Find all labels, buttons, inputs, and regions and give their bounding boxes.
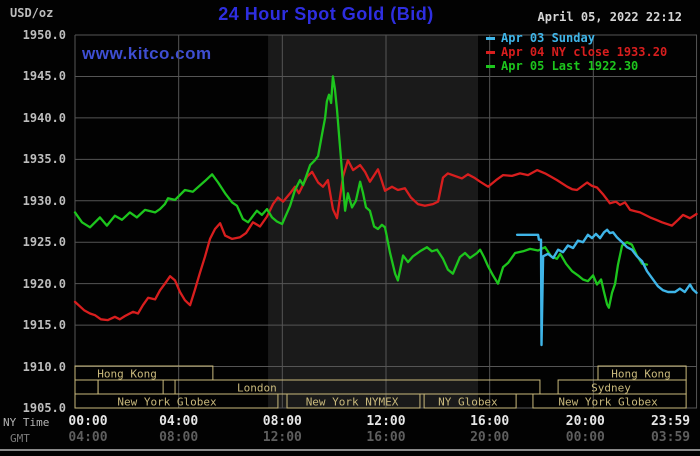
x-tick-gmt: 03:59 bbox=[650, 430, 691, 445]
session-label: New York Globex bbox=[558, 396, 658, 409]
session-label: London bbox=[237, 382, 277, 395]
y-tick-label: 1945.0 bbox=[22, 69, 66, 84]
legend-label: Apr 03 Sunday bbox=[501, 31, 595, 45]
legend-dash-icon bbox=[486, 64, 495, 68]
y-tick-label: 1915.0 bbox=[22, 318, 66, 333]
session-label: Sydney bbox=[591, 382, 631, 395]
x-tick-ny-time: 23:59 bbox=[650, 414, 691, 429]
x-tick-gmt: 12:00 bbox=[262, 430, 302, 445]
timestamp: April 05, 2022 22:12 bbox=[537, 10, 683, 24]
x-tick-ny-time: 04:00 bbox=[159, 414, 199, 429]
y-tick-label: 1930.0 bbox=[22, 193, 66, 208]
session-label: New York NYMEX bbox=[306, 396, 399, 409]
session-box bbox=[97, 379, 164, 395]
legend-dash-icon bbox=[486, 36, 495, 40]
session-box bbox=[532, 393, 687, 409]
legend-item: Apr 05 Last 1922.30 bbox=[486, 59, 667, 73]
x-tick-gmt: 20:00 bbox=[470, 430, 510, 445]
bottom-divider bbox=[0, 449, 700, 451]
y-tick-label: 1920.0 bbox=[22, 276, 66, 291]
session-label: Hong Kong bbox=[97, 368, 157, 381]
y-tick-label: 1905.0 bbox=[22, 401, 66, 415]
x-tick-ny-time: 12:00 bbox=[366, 414, 406, 429]
y-tick-label: 1910.0 bbox=[22, 359, 66, 374]
x-tick-ny-time: 08:00 bbox=[262, 414, 302, 429]
y-tick-label: 1925.0 bbox=[22, 235, 66, 250]
series-line-0 bbox=[515, 228, 698, 347]
x-tick-gmt: 00:00 bbox=[565, 430, 605, 445]
session-label: New York Globex bbox=[117, 396, 217, 409]
x-tick-ny-time: 00:00 bbox=[68, 414, 108, 429]
ny-time-axis-label: NY Time bbox=[3, 416, 50, 429]
session-label: NY Globex bbox=[438, 396, 498, 409]
page-title: 24 Hour Spot Gold (Bid) bbox=[218, 4, 434, 24]
x-tick-ny-time: 20:00 bbox=[565, 414, 605, 429]
x-tick-gmt: 16:00 bbox=[366, 430, 406, 445]
legend-label: Apr 05 Last 1922.30 bbox=[501, 59, 639, 73]
legend-item: Apr 03 Sunday bbox=[486, 31, 667, 45]
y-tick-label: 1935.0 bbox=[22, 152, 66, 167]
series-line-1 bbox=[73, 159, 698, 322]
y-axis-unit-label: USD/oz bbox=[10, 6, 54, 20]
x-tick-gmt: 04:00 bbox=[68, 430, 108, 445]
legend-dash-icon bbox=[486, 50, 495, 54]
legend-label: Apr 04 NY close 1933.20 bbox=[501, 45, 668, 59]
y-tick-label: 1950.0 bbox=[22, 28, 66, 42]
session-label: Hong Kong bbox=[611, 368, 671, 381]
legend-item: Apr 04 NY close 1933.20 bbox=[486, 45, 667, 59]
x-tick-ny-time: 16:00 bbox=[470, 414, 510, 429]
session-box bbox=[286, 393, 421, 409]
gmt-axis-label: GMT bbox=[10, 432, 30, 445]
series-line-2 bbox=[73, 75, 649, 309]
x-tick-gmt: 08:00 bbox=[159, 430, 199, 445]
legend: Apr 03 Sunday Apr 04 NY close 1933.20 Apr … bbox=[486, 31, 667, 73]
session-box bbox=[74, 379, 99, 395]
session-box bbox=[423, 393, 517, 409]
y-tick-label: 1940.0 bbox=[22, 110, 66, 125]
session-box bbox=[74, 393, 279, 409]
